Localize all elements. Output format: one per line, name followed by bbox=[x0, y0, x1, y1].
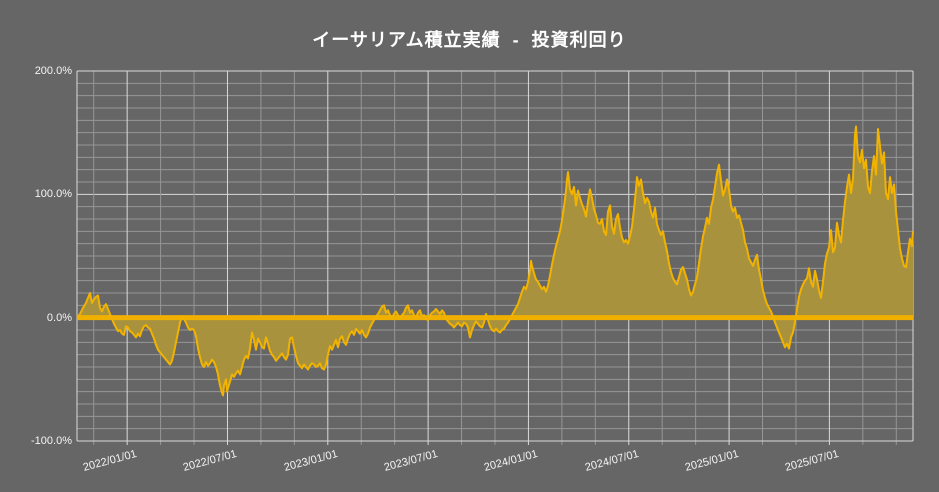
y-tick-label: 200.0% bbox=[34, 65, 72, 77]
y-tick-label: 100.0% bbox=[34, 188, 72, 201]
return-area-fill bbox=[77, 126, 913, 396]
chart-title: イーサリアム積立実績 - 投資利回り bbox=[312, 30, 627, 50]
y-tick-label: -100.0% bbox=[31, 435, 72, 447]
return-line bbox=[76, 125, 914, 397]
y-tick-label: 0.0% bbox=[46, 311, 72, 324]
